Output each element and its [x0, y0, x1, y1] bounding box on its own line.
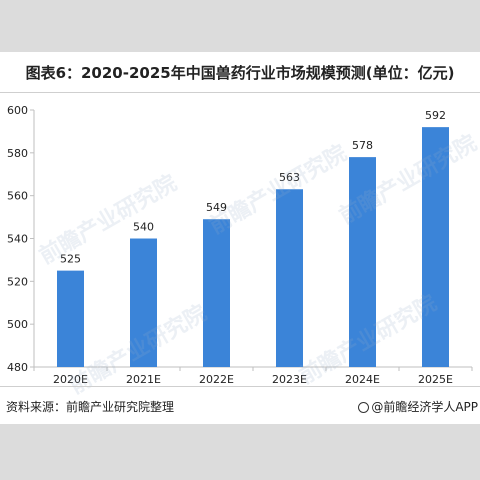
- footer-divider: [0, 386, 480, 387]
- source-note: 资料来源：前瞻产业研究院整理: [6, 400, 175, 414]
- data-labels: 525 540 549 563 578 592: [60, 109, 446, 265]
- y-axis: 480 500 520 540 560 580 600: [7, 104, 35, 374]
- data-label: 549: [206, 201, 227, 214]
- data-label: 563: [279, 171, 300, 184]
- chart-card: 图表6：2020-2025年中国兽药行业市场规模预测(单位：亿元) 480 500…: [0, 52, 480, 424]
- bar: [130, 238, 157, 367]
- data-label: 525: [60, 253, 81, 266]
- data-label: 592: [425, 109, 446, 122]
- bar: [57, 270, 84, 367]
- brand-credit: @前瞻经济学人APP: [358, 398, 478, 415]
- data-label: 578: [352, 139, 373, 152]
- y-tick-label: 560: [7, 190, 28, 203]
- y-tick-label: 580: [7, 147, 28, 160]
- y-tick-label: 480: [7, 361, 28, 374]
- bar: [203, 219, 230, 367]
- x-axis: 2020E 2021E 2022E 2023E 2024E 2025E: [33, 366, 473, 385]
- x-tick-label: 2024E: [345, 373, 380, 385]
- y-tick-label: 600: [7, 104, 28, 117]
- x-tick-label: 2022E: [199, 373, 234, 385]
- title-divider: [0, 92, 480, 93]
- data-label: 540: [133, 221, 154, 234]
- target-icon: [358, 402, 370, 413]
- chart-title: 图表6：2020-2025年中国兽药行业市场规模预测(单位：亿元): [25, 64, 455, 82]
- bar-series: [57, 127, 449, 367]
- brand-text: @前瞻经济学人APP: [371, 400, 478, 414]
- bar: [349, 157, 376, 367]
- y-tick-label: 520: [7, 275, 28, 288]
- x-tick-label: 2023E: [272, 373, 307, 385]
- x-tick-label: 2025E: [418, 373, 453, 385]
- bar: [276, 189, 303, 367]
- y-tick-label: 540: [7, 233, 28, 246]
- x-tick-label: 2021E: [126, 373, 161, 385]
- y-tick-label: 500: [7, 318, 28, 331]
- x-tick-label: 2020E: [53, 373, 88, 385]
- bar: [422, 127, 449, 367]
